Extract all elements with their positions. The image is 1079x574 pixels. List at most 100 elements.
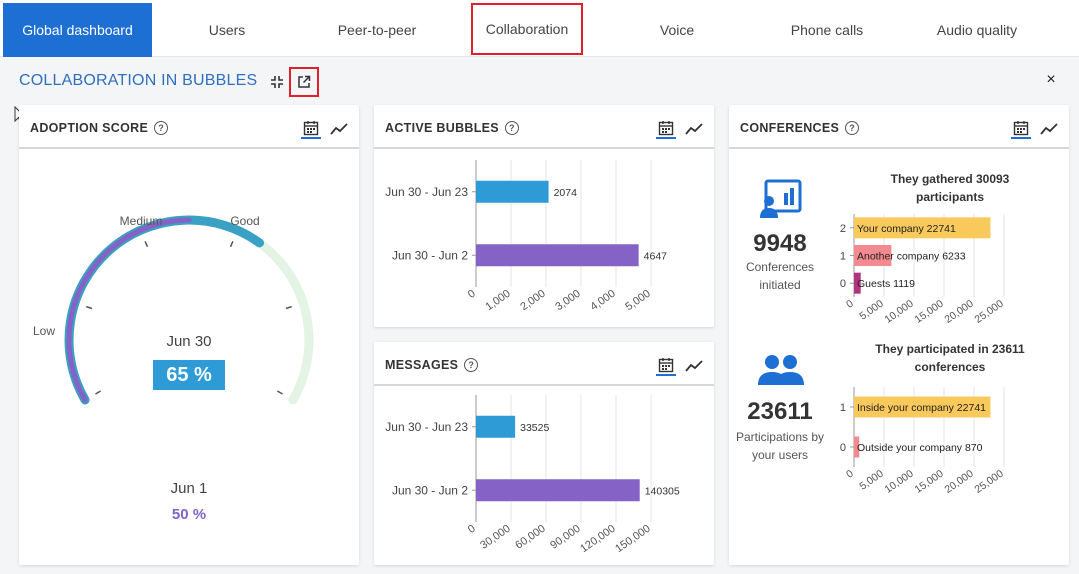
gauge-tick (86, 305, 93, 310)
card-header: ADOPTION SCORE? (19, 105, 359, 149)
tab-audio-quality[interactable]: Audio quality (936, 22, 1018, 38)
bar (854, 217, 991, 239)
data-label: 4647 (644, 250, 668, 262)
participations-label-1: Participations by (735, 430, 825, 444)
card-title: CONFERENCES? (740, 121, 860, 135)
category-label: 0 (840, 442, 846, 454)
tab-peer-to-peer[interactable]: Peer-to-peer (337, 22, 417, 38)
card-header: CONFERENCES? (729, 105, 1069, 149)
card-header: MESSAGES? (374, 342, 714, 386)
gauge-previous-arc (66, 217, 192, 403)
open-external-icon[interactable] (289, 67, 319, 97)
x-tick-label: 150,000 (613, 523, 652, 556)
x-tick-label: 3,000 (553, 288, 582, 314)
category-label: 1 (840, 402, 846, 414)
gauge-tick (285, 305, 292, 310)
x-tick-label: 10,000 (883, 298, 916, 326)
participations-label-2: your users (751, 448, 809, 462)
x-tick-label: 5,000 (623, 288, 652, 314)
category-label: 1 (840, 251, 846, 263)
gauge-medium-label: Medium (120, 214, 163, 228)
previous-score: 50 % (171, 506, 207, 523)
tab-voice[interactable]: Voice (659, 22, 695, 38)
x-tick-label: 25,000 (973, 298, 1006, 326)
trend-line-icon[interactable] (684, 356, 704, 376)
close-icon[interactable]: × (1046, 71, 1056, 88)
calendar-icon[interactable] (656, 119, 676, 139)
x-tick-label: 15,000 (913, 468, 946, 496)
gauge-tick (276, 390, 283, 395)
tab-global-dashboard[interactable]: Global dashboard (3, 3, 152, 57)
collapse-icon[interactable] (265, 70, 289, 94)
x-tick-label: 5,000 (857, 298, 886, 323)
bar (476, 479, 640, 502)
tab-bar: Global dashboard Users Peer-to-peer Coll… (0, 0, 1079, 57)
gauge-tick (229, 241, 234, 248)
current-date: Jun 30 (166, 333, 212, 350)
adoption-score-card: ADOPTION SCORE? Low Medium Good Jun 30 6… (19, 105, 359, 565)
tab-collaboration[interactable]: Collaboration (471, 3, 583, 55)
data-label: 140305 (645, 485, 680, 497)
calendar-icon[interactable] (301, 119, 321, 139)
adoption-gauge: Low Medium Good (33, 214, 314, 405)
x-tick-label: 20,000 (943, 298, 976, 326)
trend-line-icon[interactable] (329, 119, 349, 139)
conferences-initiated-value: 9948 (753, 230, 807, 257)
x-tick-label: 4,000 (588, 288, 617, 314)
x-tick-label: 0 (466, 288, 478, 301)
help-icon[interactable]: ? (504, 121, 519, 135)
category-label: Jun 30 - Jun 2 (392, 483, 468, 497)
conferences-initiated-label-1: Conferences (745, 260, 815, 274)
card-header: ACTIVE BUBBLES? (374, 105, 714, 149)
category-label: Jun 30 - Jun 2 (392, 248, 468, 262)
gauge-low-label: Low (33, 324, 55, 338)
help-icon[interactable]: ? (154, 121, 169, 135)
trend-line-icon[interactable] (1039, 119, 1059, 139)
card-title: MESSAGES? (385, 358, 479, 372)
participations-chart-title-1: They participated in 23611 (875, 342, 1025, 356)
bar (476, 180, 549, 203)
gauge-tick (144, 241, 149, 248)
category-label: 2 (840, 223, 846, 235)
x-tick-label: 90,000 (548, 523, 582, 552)
x-tick-label: 0 (844, 298, 856, 311)
x-tick-label: 20,000 (943, 468, 976, 496)
participants-chart-title-2: participants (915, 190, 984, 204)
bar (854, 272, 861, 294)
data-label: 2074 (554, 187, 578, 199)
category-label: Jun 30 - Jun 23 (385, 420, 468, 434)
card-title: ADOPTION SCORE? (30, 121, 169, 135)
category-label: Jun 30 - Jun 23 (385, 185, 468, 199)
calendar-icon[interactable] (656, 356, 676, 376)
conferences-title: CONFERENCES (740, 121, 840, 135)
trend-line-icon[interactable] (684, 119, 704, 139)
x-tick-label: 15,000 (913, 298, 946, 326)
previous-date: Jun 1 (170, 480, 208, 497)
conferences-card: CONFERENCES? 9948 Conferences initiated … (729, 105, 1069, 565)
data-label: Inside your company 22741 (857, 402, 986, 414)
current-score-badge: 65 % (153, 360, 225, 390)
tab-users[interactable]: Users (208, 22, 246, 38)
help-icon[interactable]: ? (464, 358, 479, 372)
bar (476, 415, 516, 438)
participations-value: 23611 (747, 398, 813, 425)
x-tick-label: 2,000 (518, 288, 547, 314)
active-bubbles-chart: 0 1,000 2,000 3,000 4,000 5,000 Jun 30 - Jun 2… (385, 160, 668, 314)
gauge-good-label: Good (230, 214, 259, 228)
x-tick-label: 1,000 (483, 288, 512, 314)
active-bubbles-card: ACTIVE BUBBLES? 0 1,000 2,000 3,000 4,000 5,0… (374, 105, 714, 327)
adoption-title: ADOPTION SCORE (30, 121, 149, 135)
participants-chart-title-1: They gathered 30093 (890, 172, 1010, 186)
page-title: COLLABORATION IN BUBBLES (19, 72, 258, 89)
tab-phone-calls[interactable]: Phone calls (790, 22, 864, 38)
x-tick-label: 5,000 (857, 468, 886, 493)
calendar-icon[interactable] (1011, 119, 1031, 139)
category-label: 0 (840, 278, 846, 290)
data-label: 33525 (520, 422, 549, 434)
data-label: Guests 1119 (857, 278, 915, 290)
active-bubbles-title: ACTIVE BUBBLES (385, 121, 499, 135)
bar (854, 396, 991, 418)
data-label: Your company 22741 (857, 223, 956, 235)
help-icon[interactable]: ? (845, 121, 860, 135)
